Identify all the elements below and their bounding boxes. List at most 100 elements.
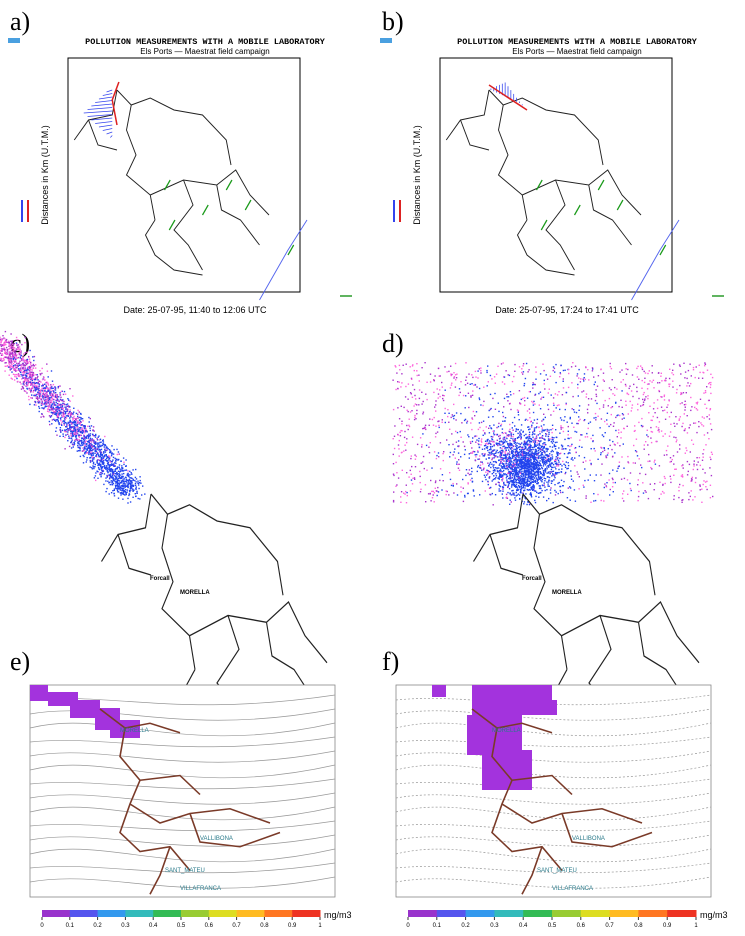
particle (493, 443, 495, 446)
particle (658, 372, 660, 374)
particle (67, 428, 69, 431)
particle (551, 449, 553, 452)
particle (21, 378, 23, 380)
particle (21, 343, 23, 346)
particle (534, 471, 537, 474)
particle (551, 431, 553, 434)
particle (704, 390, 707, 392)
particle (533, 400, 535, 403)
particle (414, 416, 416, 419)
particle (22, 356, 25, 358)
particle (118, 473, 121, 476)
particle (507, 452, 509, 454)
particle (524, 460, 526, 462)
particle (659, 481, 661, 483)
particle (675, 392, 678, 394)
particle (54, 403, 56, 406)
particle (396, 472, 398, 474)
particle (548, 429, 550, 431)
particle (403, 450, 405, 452)
particle (86, 459, 88, 461)
particle (641, 368, 644, 371)
particle (401, 382, 403, 384)
particle (548, 466, 550, 468)
particle (97, 477, 99, 479)
particle (514, 460, 516, 462)
particle (413, 369, 415, 372)
particle (20, 354, 22, 357)
particle (566, 497, 569, 499)
particle (521, 448, 523, 451)
particle (516, 454, 518, 456)
particle (509, 443, 511, 445)
particle (84, 445, 86, 447)
particle (491, 458, 493, 461)
particle (503, 438, 505, 440)
particle (132, 485, 135, 487)
particle (457, 452, 460, 454)
particle (524, 478, 526, 480)
particle (546, 450, 548, 453)
particle (15, 356, 17, 358)
particle (93, 467, 95, 470)
particle (131, 473, 133, 475)
particle (701, 488, 703, 490)
particle (129, 477, 131, 479)
particle (539, 430, 541, 433)
particle (488, 427, 490, 429)
particle (422, 413, 424, 415)
particle (472, 450, 475, 453)
particle (667, 445, 669, 447)
particle (485, 471, 487, 473)
particle (69, 415, 72, 417)
particle (406, 441, 408, 444)
particle (135, 486, 137, 488)
particle (421, 403, 423, 405)
particle (15, 373, 18, 376)
particle (103, 451, 105, 453)
particle (578, 368, 580, 371)
particle (34, 389, 36, 391)
particle (39, 401, 41, 403)
particle (534, 468, 536, 471)
particle (612, 440, 614, 443)
particle (134, 484, 137, 487)
particle (520, 435, 522, 438)
particle (506, 434, 508, 436)
particle (529, 467, 531, 469)
particle (487, 442, 490, 445)
particle (533, 383, 535, 386)
particle (537, 434, 539, 436)
particle (544, 471, 547, 473)
particle (101, 462, 104, 464)
particle (546, 428, 548, 431)
particle (38, 383, 41, 385)
particle (83, 443, 85, 445)
particle (121, 490, 123, 492)
particle (617, 414, 619, 416)
particle (428, 446, 430, 448)
particle (491, 473, 493, 475)
particle (517, 471, 520, 473)
particle (507, 467, 509, 469)
particle (439, 442, 442, 444)
particle (113, 495, 116, 497)
particle (552, 466, 554, 469)
particle (527, 443, 529, 446)
particle (123, 479, 125, 481)
particle (520, 482, 523, 484)
profile (91, 103, 113, 107)
particle (629, 385, 631, 387)
particle (85, 430, 87, 433)
particle (40, 404, 43, 406)
particle (594, 499, 597, 502)
particle (20, 373, 22, 376)
particle (667, 404, 669, 406)
particle (7, 357, 10, 360)
particle (587, 369, 589, 371)
particle (602, 450, 604, 453)
particle (6, 352, 8, 354)
particle (397, 477, 400, 479)
particle (4, 362, 6, 364)
particle (20, 383, 22, 385)
